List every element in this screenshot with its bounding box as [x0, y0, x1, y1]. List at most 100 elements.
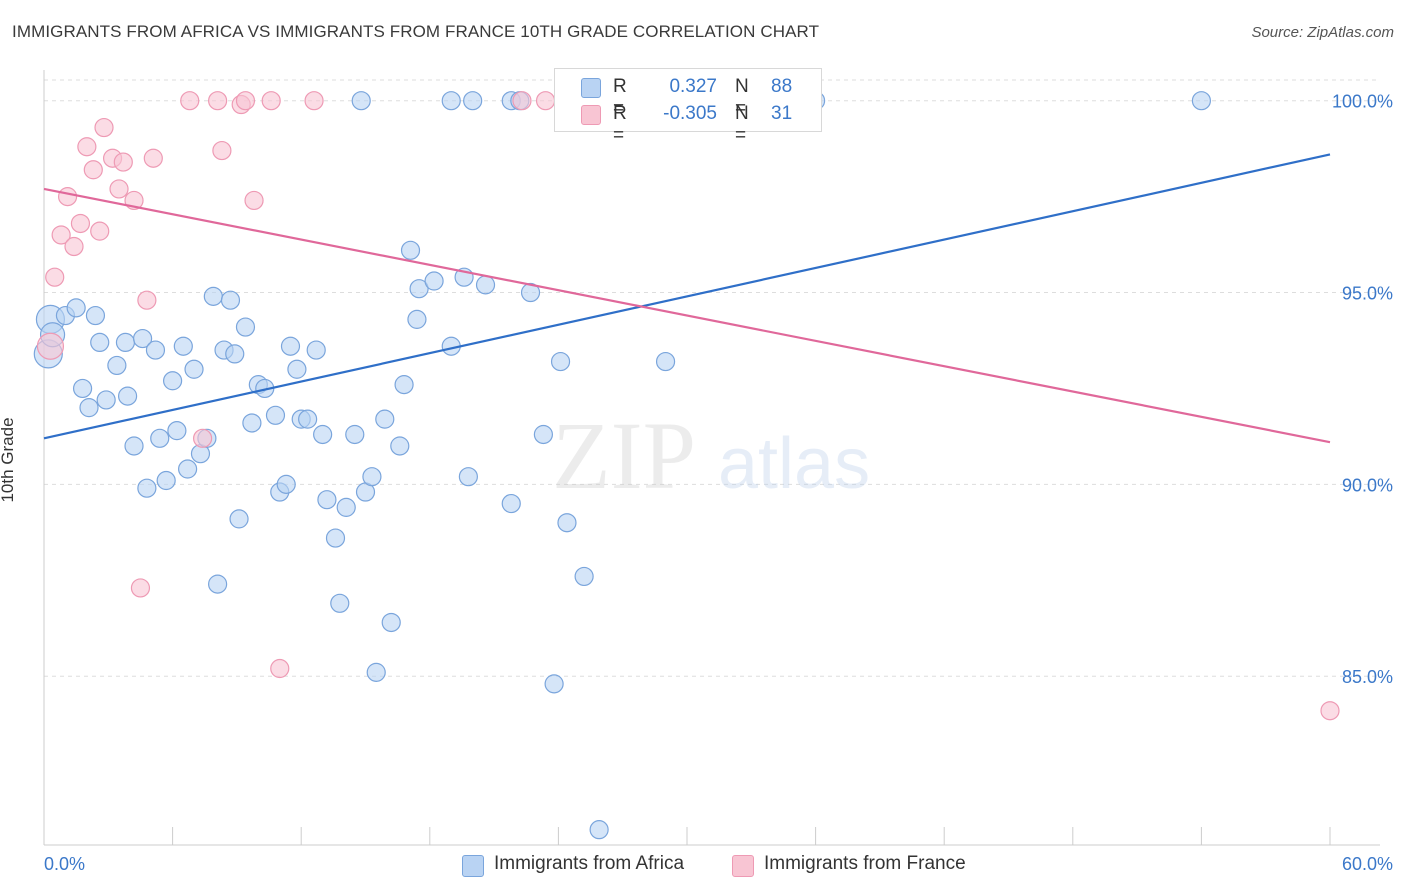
africa-point: [96, 390, 116, 410]
legend-n-value-france: 31: [771, 103, 793, 124]
france-point: [90, 221, 110, 241]
africa-point: [280, 336, 301, 356]
africa-point: [550, 351, 571, 372]
africa-point: [463, 91, 483, 111]
africa-point: [163, 371, 183, 391]
legend-n-value-africa: 88: [771, 76, 793, 97]
africa-point: [287, 359, 307, 379]
africa-point: [458, 467, 478, 487]
france-point: [70, 213, 91, 234]
africa-point: [184, 359, 204, 379]
bottom-legend-label-africa: Immigrants from Africa: [494, 853, 685, 874]
tick-labels: 85.0% 90.0% 95.0% 100.0% 0.0% 60.0%: [44, 92, 1393, 874]
africa-point: [167, 421, 187, 441]
france-point: [1320, 701, 1340, 721]
africa-point: [366, 662, 386, 682]
africa-point: [441, 91, 461, 111]
africa-point: [72, 378, 93, 399]
x-tick-label-min: 0.0%: [44, 854, 85, 874]
africa-point: [178, 459, 198, 479]
africa-point: [235, 317, 256, 337]
africa-point: [203, 286, 223, 306]
france-point: [109, 179, 129, 199]
africa-point: [394, 375, 414, 395]
africa-point: [655, 351, 676, 372]
africa-point: [501, 493, 521, 514]
africa-point: [66, 298, 86, 318]
africa-point: [533, 424, 553, 445]
legend-r-label: R =: [613, 103, 627, 146]
legend-n-label: N =: [735, 76, 749, 119]
france-point: [304, 91, 324, 111]
africa-point: [544, 674, 564, 694]
watermark: ZIP atlas: [552, 402, 870, 509]
bottom-legend-label-france: Immigrants from France: [764, 853, 966, 874]
y-axis-label: 10th Grade: [0, 417, 17, 503]
africa-point: [574, 566, 594, 587]
grid-lines: [44, 79, 1380, 677]
africa-point: [362, 467, 382, 487]
africa-point: [145, 340, 166, 360]
africa-point: [351, 91, 371, 111]
bottom-legend-swatch-france: [732, 855, 754, 877]
africa-point: [409, 279, 429, 299]
africa-point: [173, 336, 193, 356]
chart-source: Source: ZipAtlas.com: [1251, 24, 1394, 41]
france-point: [244, 190, 264, 211]
france-point: [113, 152, 133, 172]
france-point: [64, 236, 84, 257]
france-point: [137, 290, 157, 310]
legend-r-value-africa: 0.327: [669, 76, 717, 97]
france-point: [130, 578, 151, 598]
chart-title: IMMIGRANTS FROM AFRICA VS IMMIGRANTS FRO…: [12, 22, 820, 41]
y-tick-label: 100.0%: [1332, 92, 1393, 112]
africa-point: [1191, 91, 1212, 111]
france-point: [261, 91, 281, 111]
france-point: [51, 225, 71, 245]
africa-point: [313, 424, 333, 445]
france-point: [57, 187, 78, 207]
watermark-zip: ZIP: [552, 402, 696, 509]
legend-swatch-africa: [581, 78, 601, 98]
africa-point: [208, 574, 228, 594]
africa-point: [400, 240, 421, 260]
france-point: [212, 140, 232, 161]
africa-point: [557, 513, 577, 533]
africa-point: [325, 528, 346, 548]
africa-point: [229, 509, 249, 529]
bottom-legend-swatch-africa: [462, 855, 484, 877]
france-point: [36, 332, 65, 360]
africa-point: [242, 413, 262, 433]
africa-point: [132, 328, 153, 349]
france-point: [77, 137, 97, 157]
france-point: [193, 428, 213, 448]
france-point: [208, 91, 228, 111]
africa-point: [79, 398, 99, 418]
africa-point: [107, 355, 127, 376]
africa-point: [225, 344, 245, 364]
stats-legend: R = 0.327 N = 88 R = -0.305 N = 31: [554, 68, 822, 146]
trend-line-france: [43, 187, 1331, 444]
legend-n-label: N =: [735, 103, 749, 146]
france-point: [235, 91, 256, 111]
axes: [43, 70, 1380, 846]
africa-point: [137, 478, 157, 498]
legend-r-label: R =: [613, 76, 627, 119]
africa-point: [475, 275, 496, 295]
africa-point: [85, 305, 106, 326]
africa-point: [306, 340, 326, 360]
legend-r-value-france: -0.305: [663, 103, 717, 124]
trend-lines: [43, 153, 1331, 444]
legend-swatch-france: [581, 105, 601, 125]
africa-point: [115, 332, 136, 353]
x-tick-label-max: 60.0%: [1342, 854, 1393, 874]
france-point: [94, 117, 114, 138]
y-tick-label: 90.0%: [1342, 475, 1393, 495]
france-point: [180, 91, 200, 111]
africa-point: [156, 470, 176, 491]
y-tick-label: 85.0%: [1342, 667, 1393, 687]
france-point: [512, 91, 532, 111]
france-point: [535, 91, 556, 111]
africa-point: [276, 474, 296, 494]
